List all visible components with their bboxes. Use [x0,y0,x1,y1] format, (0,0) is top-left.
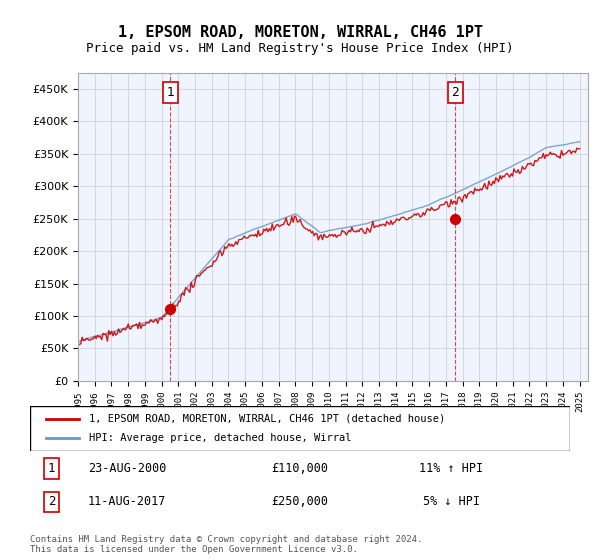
Text: £250,000: £250,000 [271,496,329,508]
Text: 2: 2 [451,86,459,99]
Text: 2: 2 [48,496,55,508]
FancyBboxPatch shape [30,406,570,451]
Text: 23-AUG-2000: 23-AUG-2000 [88,462,166,475]
Text: 1, EPSOM ROAD, MORETON, WIRRAL, CH46 1PT: 1, EPSOM ROAD, MORETON, WIRRAL, CH46 1PT [118,25,482,40]
Text: 5% ↓ HPI: 5% ↓ HPI [422,496,480,508]
Text: 11-AUG-2017: 11-AUG-2017 [88,496,166,508]
Text: Contains HM Land Registry data © Crown copyright and database right 2024.
This d: Contains HM Land Registry data © Crown c… [30,535,422,554]
Text: 11% ↑ HPI: 11% ↑ HPI [419,462,483,475]
Text: 1, EPSOM ROAD, MORETON, WIRRAL, CH46 1PT (detached house): 1, EPSOM ROAD, MORETON, WIRRAL, CH46 1PT… [89,413,446,423]
Text: HPI: Average price, detached house, Wirral: HPI: Average price, detached house, Wirr… [89,433,352,444]
Text: Price paid vs. HM Land Registry's House Price Index (HPI): Price paid vs. HM Land Registry's House … [86,42,514,55]
Text: 1: 1 [166,86,174,99]
Text: £110,000: £110,000 [271,462,329,475]
Text: 1: 1 [48,462,55,475]
